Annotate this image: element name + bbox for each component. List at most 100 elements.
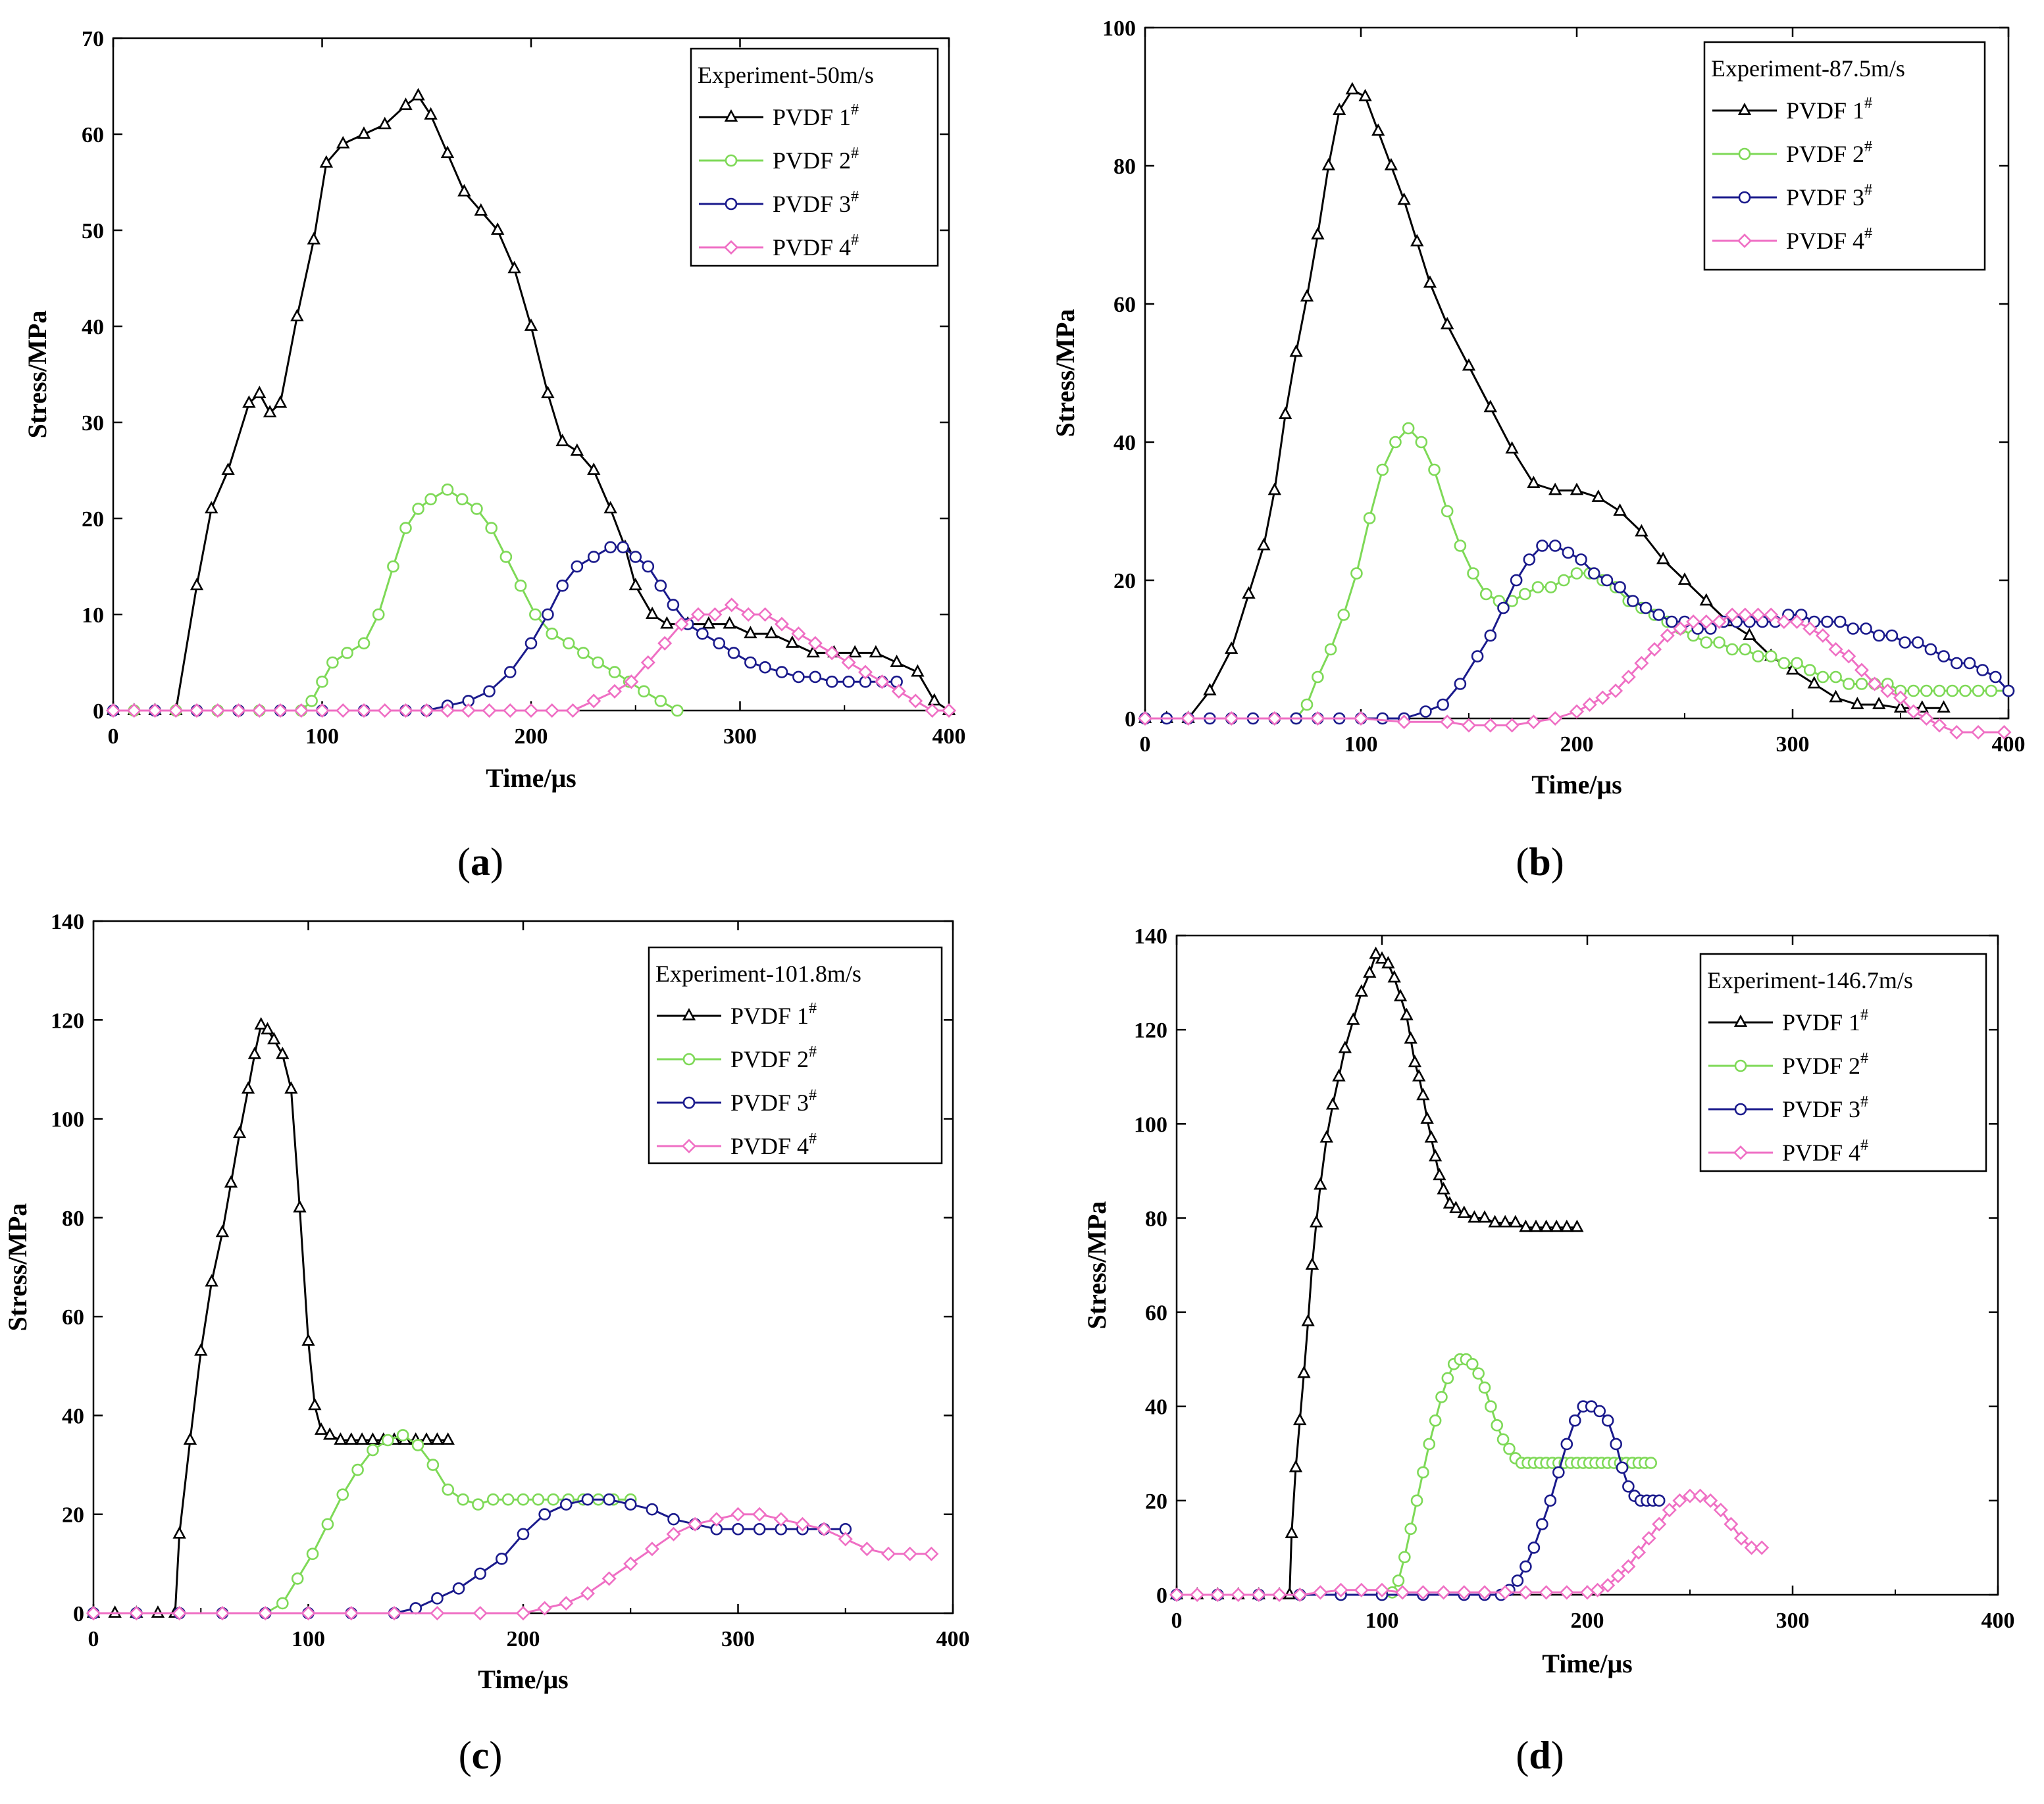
data-point [336, 703, 351, 718]
legend-label: PVDF 4# [1782, 1137, 1868, 1166]
data-point [1440, 714, 1455, 730]
data-point [1803, 664, 1816, 676]
data-point [1750, 607, 1766, 622]
data-point [514, 579, 527, 592]
x-tick-label: 100 [292, 1627, 325, 1651]
legend-item-pvdf1: PVDF 1# [699, 101, 859, 130]
data-point [667, 1513, 680, 1526]
data-point [1807, 676, 1821, 689]
series-pvdf4 [1137, 607, 2012, 740]
y-tick-label: 120 [1134, 1018, 1167, 1043]
data-point [1210, 1587, 1225, 1603]
data-point [341, 647, 353, 659]
data-point [1332, 1068, 1346, 1082]
data-point [308, 1397, 322, 1411]
x-tick-label: 400 [933, 724, 966, 749]
legend-item-pvdf4: PVDF 4# [699, 232, 859, 261]
data-point [440, 703, 455, 718]
data-point [1415, 436, 1428, 449]
legend-swatch-marker [1733, 1015, 1748, 1027]
y-tick-label: 140 [1134, 924, 1167, 949]
data-point [640, 655, 655, 670]
data-point [603, 501, 617, 514]
data-point [1333, 103, 1346, 115]
data-point [1548, 482, 1562, 495]
data-point [1829, 689, 1843, 703]
data-point [1350, 567, 1363, 580]
data-point [1899, 636, 1911, 649]
x-axis-title: Time/μs [1531, 770, 1622, 799]
data-point [908, 693, 923, 709]
y-tick-label: 20 [82, 507, 104, 532]
data-point [1400, 1007, 1414, 1020]
data-point [1449, 1201, 1463, 1214]
y-tick-label: 0 [73, 1602, 84, 1626]
data-point [1423, 275, 1437, 288]
data-point [1312, 670, 1324, 684]
legend-swatch-marker [1734, 1059, 1747, 1072]
data-point [1911, 636, 1924, 649]
data-point [1590, 1582, 1605, 1597]
data-point [1392, 1574, 1405, 1587]
legend-item-pvdf1: PVDF 1# [1708, 1007, 1868, 1036]
data-point [515, 1605, 531, 1621]
data-point [357, 637, 370, 650]
data-point [1271, 1587, 1287, 1603]
data-point [1313, 1585, 1328, 1600]
data-point [307, 232, 320, 245]
data-point [1396, 714, 1412, 730]
data-point [1682, 1488, 1698, 1503]
data-point [1587, 567, 1600, 580]
legend-item-pvdf2: PVDF 2# [699, 145, 859, 174]
data-point [1496, 1433, 1510, 1446]
data-point [431, 1592, 444, 1605]
data-point [1503, 1442, 1516, 1455]
data-point [455, 493, 469, 506]
data-point [241, 1081, 255, 1094]
data-point [1791, 657, 1803, 670]
data-point [1752, 650, 1764, 663]
legend-swatch-marker [1737, 233, 1752, 249]
data-point [411, 1439, 424, 1451]
data-point [1483, 718, 1498, 733]
legend-swatch-marker [1738, 147, 1751, 161]
data-point [1548, 539, 1562, 552]
data-point [284, 1081, 298, 1094]
data-point [351, 1463, 364, 1476]
data-point [1310, 711, 1325, 726]
series-line [93, 1498, 846, 1615]
data-point [1777, 657, 1791, 670]
data-point [1949, 724, 1964, 740]
data-point [1423, 1438, 1436, 1451]
y-tick-label: 100 [1102, 16, 1136, 41]
data-point [1634, 655, 1649, 671]
data-point [1725, 607, 1740, 622]
data-point [1345, 82, 1360, 95]
data-point [483, 685, 496, 698]
data-point [1937, 650, 1950, 663]
data-point [587, 463, 601, 475]
data-point [556, 579, 569, 592]
data-point [267, 1032, 281, 1045]
data-point [1610, 1568, 1625, 1584]
legend-swatch-marker [725, 154, 738, 167]
data-point [1893, 700, 1908, 713]
data-point [1203, 683, 1217, 695]
data-point [334, 1432, 347, 1445]
data-point [1963, 657, 1976, 670]
data-point [764, 626, 779, 639]
data-point [890, 655, 904, 667]
data-point [261, 1022, 274, 1035]
data-point [1472, 1367, 1485, 1380]
data-point [1829, 670, 1842, 684]
x-tick-label: 200 [1571, 1609, 1604, 1633]
data-point [1354, 1582, 1369, 1597]
data-point [322, 1427, 337, 1440]
data-point [608, 666, 621, 678]
data-point [1333, 1582, 1348, 1597]
data-point [1374, 1582, 1390, 1597]
y-tick-label: 100 [51, 1108, 84, 1132]
data-point [172, 1605, 187, 1621]
data-point [580, 1586, 595, 1601]
data-point [314, 1422, 328, 1435]
